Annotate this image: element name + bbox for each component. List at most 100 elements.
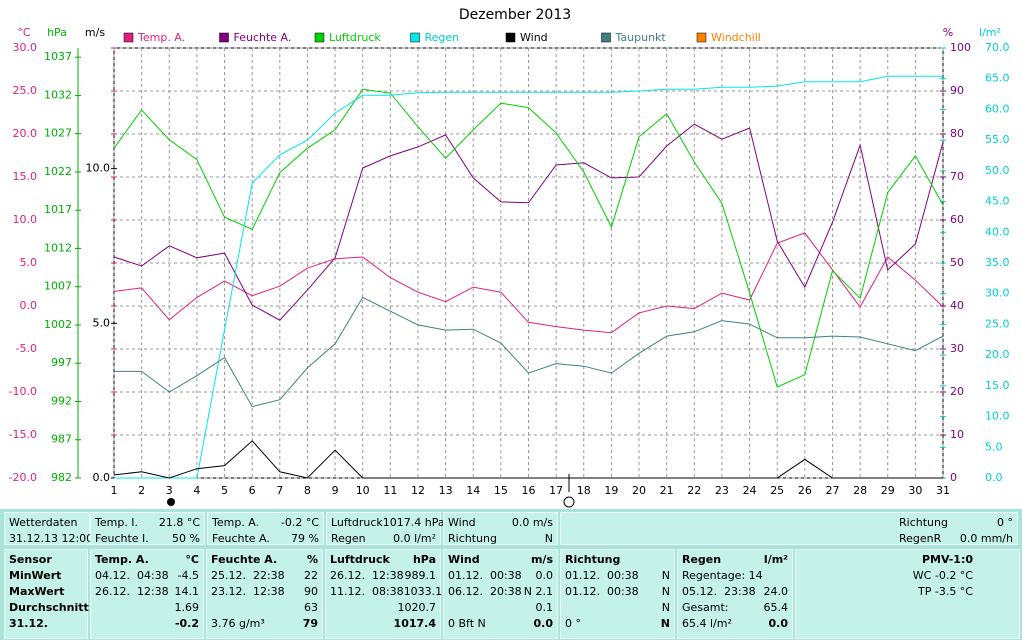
tick-label: 30.0 (13, 41, 38, 54)
legend-swatch (505, 32, 516, 43)
tick-label: 992 (51, 394, 72, 407)
tick-label: 65.0 (985, 72, 1010, 85)
x-tick-label: 30 (908, 484, 922, 497)
x-tick-label: 16 (522, 484, 536, 497)
stats-block: Richtung 01.12. 00:38 N 01.12. 00:38 N N 0 ° N (560, 549, 675, 639)
x-tick-label: 5 (221, 484, 228, 497)
tick-label: 25.0 (13, 84, 38, 97)
cell-text: 22 (304, 569, 318, 582)
x-tick-label: 28 (853, 484, 867, 497)
stats-row: Regentage: 14 (682, 568, 788, 584)
stats-row: Sensor (9, 552, 83, 568)
cell-text: 1.69 (174, 601, 200, 614)
cell-text: -0.2 (174, 617, 199, 630)
stats-row: PMV-1:0 (800, 552, 973, 568)
cell-text: TP -3.5 °C (918, 585, 973, 598)
cell-text: Feuchte A. (211, 553, 278, 566)
tick-label: 40.0 (985, 225, 1010, 238)
series-line (113, 440, 943, 479)
tick-label: 1002 (44, 318, 72, 331)
tick-label: 50.0 (985, 164, 1010, 177)
tick-label: 1032 (44, 88, 72, 101)
cell-text: 79 (302, 617, 318, 630)
chart-title: Dezember 2013 (459, 7, 571, 23)
moon-new (167, 498, 175, 506)
cell-text: Feuchte A. (212, 532, 270, 545)
tick-label: 70 (950, 170, 964, 183)
tick-label: 1012 (44, 241, 72, 254)
legend-swatch (410, 32, 420, 43)
cell-text: N (544, 532, 553, 545)
stats-block: Sensor MinWert MaxWert Durchschnitt 31.12. (4, 549, 89, 639)
cell-text: 05.12. 23:38 (682, 585, 756, 598)
data-panel: Wetterdaten 31.12.13 12:00 Temp. I. 21.8 °C… (0, 509, 1022, 640)
tick-label: 90 (950, 84, 964, 97)
x-tick-label: 2 (138, 484, 145, 497)
axis-unit: m/s (85, 26, 105, 39)
cell-text: Luftdruck (330, 553, 390, 566)
stats-row: -0.2 (95, 616, 199, 632)
tick-label: 0.0 (20, 299, 38, 312)
cell-text: PMV-1:0 (922, 553, 973, 566)
current-row: Richtung N (448, 531, 553, 547)
cell-text: 1017.4 (393, 617, 436, 630)
cell-text: 04.12. 04:38 (95, 569, 169, 582)
tick-label: 1037 (44, 50, 72, 63)
x-tick-label: 25 (770, 484, 784, 497)
cell-text: 31.12.13 12:00 (9, 532, 94, 545)
tick-label: 10.0 (86, 162, 111, 175)
stats-row: MinWert (9, 568, 83, 584)
current-block: Luftdruck 1017.4 hPa Regen 0.0 l/m² (326, 512, 445, 545)
stats-row: 25.12. 22:38 22 (211, 568, 318, 584)
stats-row: 65.4 l/m² 0.0 (682, 616, 788, 632)
stats-row: 0 ° N (565, 616, 670, 632)
cell-text: 11.12. 08:38 (330, 585, 404, 598)
legend-label: Temp. A. (137, 31, 185, 44)
x-tick-label: 9 (332, 484, 339, 497)
x-tick-label: 20 (632, 484, 646, 497)
current-row: Wind 0.0 m/s (448, 515, 553, 531)
cell-text: Regentage: 14 (682, 569, 763, 582)
cell-text: 1020.7 (397, 601, 437, 614)
tick-label: 50 (950, 256, 964, 269)
cell-text: MinWert (9, 569, 62, 582)
stats-row: N (565, 600, 670, 616)
cell-text: -0.2 °C (280, 516, 319, 529)
cell-text: 21.8 °C (158, 516, 200, 529)
x-tick-label: 29 (881, 484, 895, 497)
x-tick-label: 26 (798, 484, 812, 497)
stats-row: TP -3.5 °C (800, 584, 973, 600)
current-block: Wind 0.0 m/s Richtung N (443, 512, 558, 545)
tick-label: 10.0 (13, 213, 38, 226)
x-tick-label: 19 (604, 484, 618, 497)
stats-row: 05.12. 23:38 24.0 (682, 584, 788, 600)
stats-row: Luftdruck hPa (330, 552, 436, 568)
stats-row: 06.12. 20:38 N 2.1 (448, 584, 553, 600)
cell-text: Sensor (9, 553, 52, 566)
current-block: Temp. A. -0.2 °C Feuchte A. 79 % (207, 512, 324, 545)
current-row: 31.12.13 12:00 (9, 531, 93, 547)
stats-block: Wind m/s 01.12. 00:38 0.0 06.12. 20:38 N 2.1 0… (443, 549, 558, 639)
tick-label: 45.0 (985, 195, 1010, 208)
tick-label: 10 (950, 428, 964, 441)
tick-label: 1007 (44, 280, 72, 293)
x-tick-label: 14 (466, 484, 480, 497)
tick-label: 55.0 (985, 133, 1010, 146)
tick-label: 5.0 (985, 440, 1003, 453)
cell-text: % (306, 553, 318, 566)
current-block: Richtung 0 ° RegenR 0.0 mm/h (560, 512, 1018, 545)
stats-row: WC -0.2 °C (800, 568, 973, 584)
legend-swatch (696, 32, 707, 43)
cell-text: 989.1 (404, 569, 437, 582)
stats-row: 23.12. 12:38 90 (211, 584, 318, 600)
cell-text: °C (185, 553, 199, 566)
cell-text: N 2.1 (523, 585, 553, 598)
legend-swatch (601, 32, 611, 43)
x-tick-label: 4 (193, 484, 200, 497)
cell-text: 0.0 (768, 617, 789, 630)
current-row: Feuchte A. 79 % (212, 531, 319, 547)
cell-text: N (661, 585, 670, 598)
cell-text: 63 (304, 601, 318, 614)
tick-label: 10.0 (985, 410, 1010, 423)
